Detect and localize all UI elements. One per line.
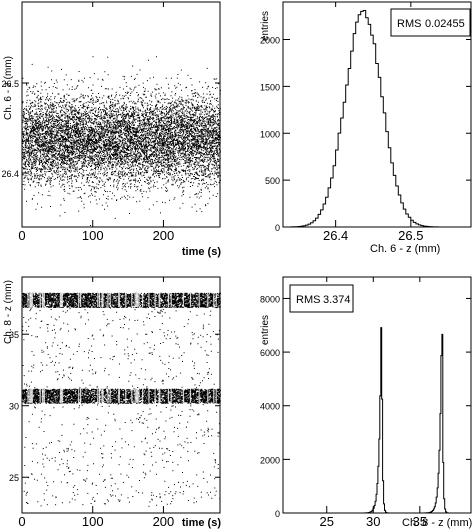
panel-ch8-scatter: 0 100 200 25 30 35 Ch. 8 - z (mm) time (s) <box>3 276 221 529</box>
y-tick-label: 6000 <box>260 348 280 358</box>
stats-box <box>390 8 471 37</box>
plot-frame <box>282 1 472 228</box>
x-tick-label: 25 <box>320 514 334 529</box>
y-tick-label: 1000 <box>260 129 280 139</box>
scatter-point-cloud <box>22 56 221 227</box>
y-tick-label: 30 <box>9 402 19 412</box>
x-tick-label: 26.4 <box>323 228 348 243</box>
y-tick-label: 0 <box>275 223 280 233</box>
plot-frame <box>21 1 221 228</box>
stats-box <box>289 284 354 313</box>
y-tick-label: 35 <box>9 330 19 340</box>
y-tick-label: 1500 <box>260 82 280 92</box>
x-axis-label: Ch. 8 - z (mm) <box>402 517 472 529</box>
x-axis-label: time (s) <box>182 517 221 529</box>
scatter-points-ch8 <box>22 292 221 507</box>
rms-label: RMS <box>397 18 421 30</box>
plot-frame <box>282 276 472 514</box>
y-tick-label: 26.4 <box>1 169 19 179</box>
y-axis-label: Ch. 8 - z (mm) <box>3 280 14 344</box>
x-tick-label: 0 <box>18 228 25 243</box>
y-tick-label: 2000 <box>260 455 280 465</box>
plot-frame <box>21 276 221 514</box>
x-tick-label: 0 <box>18 514 25 529</box>
y-tick-label: 8000 <box>260 294 280 304</box>
panel-ch8-histogram: 25 30 35 0 2000 4000 6000 8000 entries Ch. 8 - … <box>260 276 472 529</box>
x-axis-label: Ch. 6 - z (mm) <box>370 243 440 255</box>
panel-ch6-histogram: 26.4 26.5 0 500 1000 1500 2000 entries Ch. 6 -… <box>260 1 472 255</box>
rms-value: 0.02455 <box>425 18 465 30</box>
x-tick-label: 26.5 <box>398 228 423 243</box>
y-tick-label: 26.5 <box>1 79 19 89</box>
x-tick-label: 35 <box>413 514 427 529</box>
panel-ch6-scatter: 0 100 200 26.4 26.5 Ch. 6 - z (mm) time (s) <box>1 1 221 258</box>
rms-value: 3.374 <box>323 294 351 306</box>
y-tick-label: 4000 <box>260 402 280 412</box>
x-tick-label: 200 <box>153 514 175 529</box>
x-tick-label: 30 <box>366 514 380 529</box>
y-tick-label: 0 <box>275 509 280 519</box>
y-axis-label: entries <box>260 315 271 345</box>
y-axis-label: Ch. 6 - z (mm) <box>3 56 14 120</box>
histogram-line-ch6 <box>283 10 441 228</box>
histogram-line-ch8 <box>283 327 471 514</box>
rms-label: RMS <box>296 294 320 306</box>
x-axis-label: time (s) <box>182 246 221 258</box>
scatter-point-cloud <box>22 292 221 507</box>
scatter-points-ch6 <box>22 56 221 227</box>
y-tick-label: 500 <box>265 176 280 186</box>
y-tick-label: 2000 <box>260 36 280 46</box>
band-gaps <box>27 292 217 403</box>
x-tick-label: 200 <box>153 228 175 243</box>
y-axis-label: entries <box>260 11 271 41</box>
y-tick-label: 25 <box>9 473 19 483</box>
x-tick-label: 100 <box>82 228 104 243</box>
x-tick-label: 100 <box>82 514 104 529</box>
